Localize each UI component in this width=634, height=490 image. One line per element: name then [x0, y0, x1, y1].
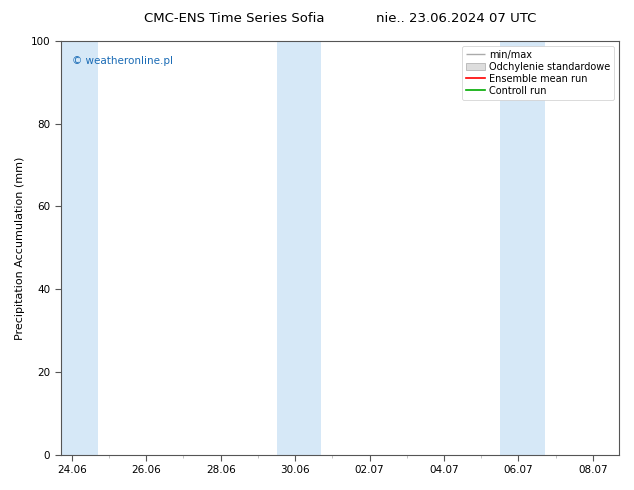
Text: CMC-ENS Time Series Sofia: CMC-ENS Time Series Sofia	[145, 12, 325, 25]
Legend: min/max, Odchylenie standardowe, Ensemble mean run, Controll run: min/max, Odchylenie standardowe, Ensembl…	[462, 46, 614, 99]
Text: nie.. 23.06.2024 07 UTC: nie.. 23.06.2024 07 UTC	[377, 12, 536, 25]
Bar	[276, 41, 295, 455]
Bar	[61, 41, 98, 455]
Bar	[500, 41, 519, 455]
Text: © weatheronline.pl: © weatheronline.pl	[72, 55, 173, 66]
Bar	[295, 41, 321, 455]
Bar	[519, 41, 545, 455]
Y-axis label: Precipitation Accumulation (mm): Precipitation Accumulation (mm)	[15, 156, 25, 340]
